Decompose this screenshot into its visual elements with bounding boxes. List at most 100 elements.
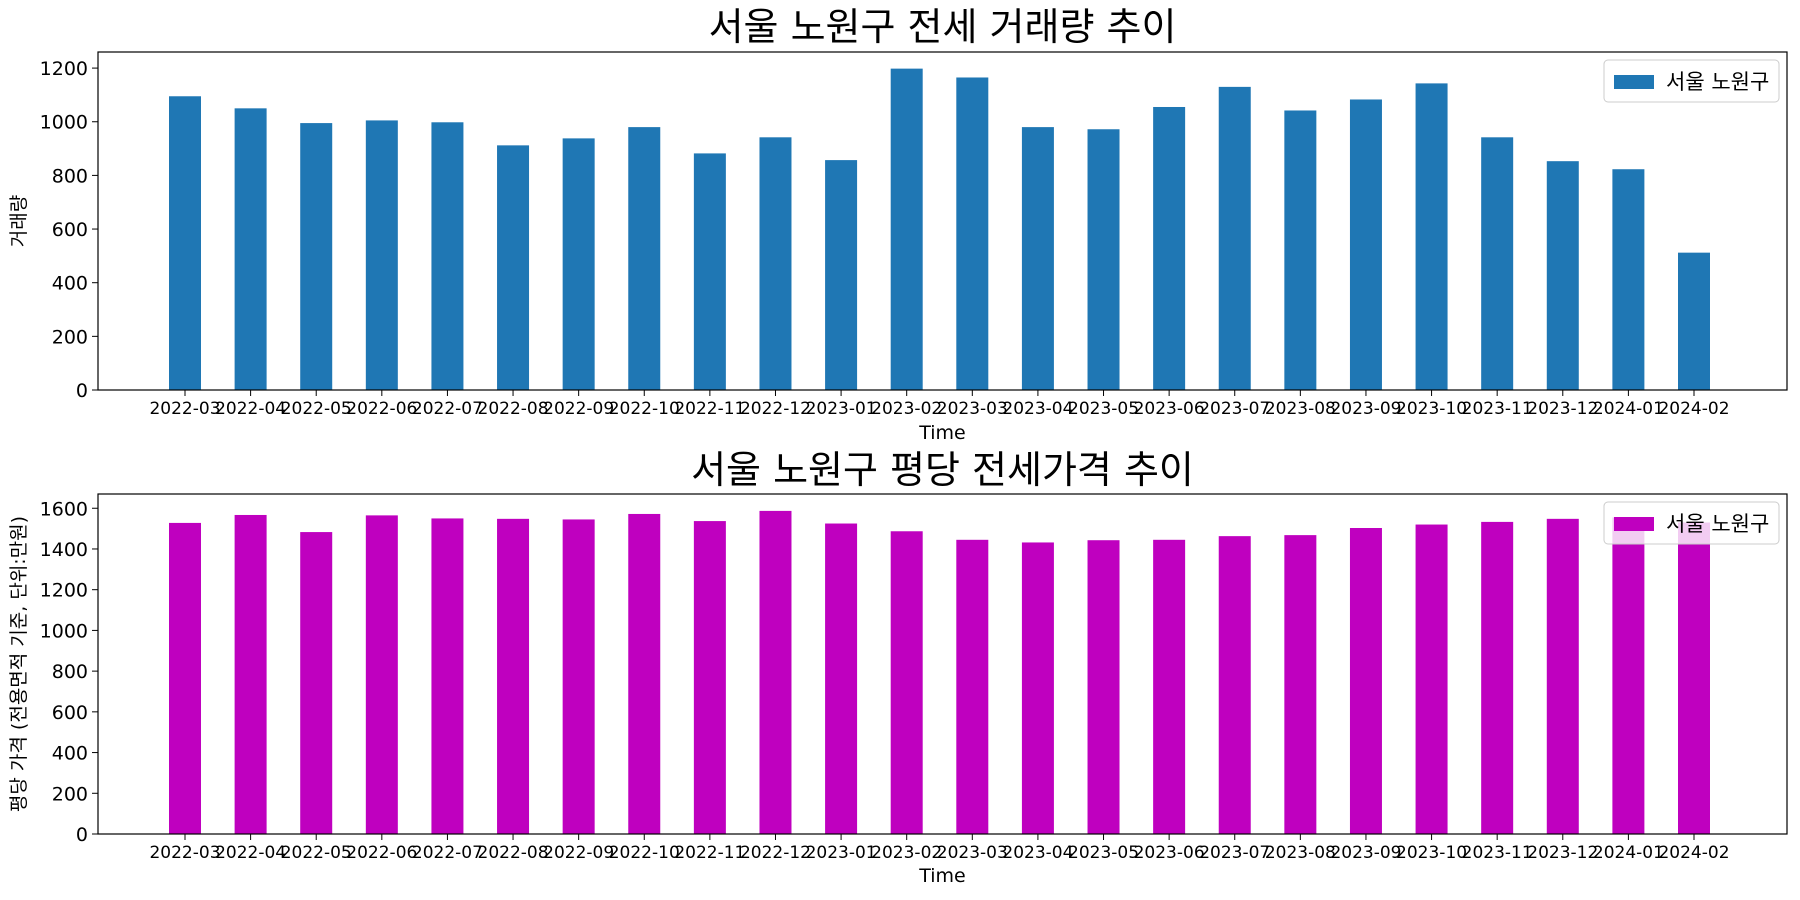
- y-tick-label: 200: [52, 783, 88, 805]
- y-tick-label: 400: [52, 743, 88, 765]
- y-axis-label: 거래량: [8, 195, 30, 247]
- x-tick-label: 2022-08: [478, 843, 549, 863]
- bar: [759, 510, 792, 834]
- plot-frame: [97, 493, 1788, 835]
- x-tick-label: 2022-06: [346, 843, 417, 863]
- bar: [1153, 539, 1186, 834]
- legend: 서울 노원구: [1603, 501, 1780, 545]
- y-tick-label: 600: [52, 702, 88, 724]
- y-tick-label: 600: [52, 219, 88, 241]
- x-tick-label: 2023-06: [1134, 399, 1205, 419]
- x-tick-label: 2023-08: [1265, 843, 1336, 863]
- bar: [431, 122, 464, 391]
- y-tick-label: 1600: [40, 498, 88, 520]
- x-tick-label: 2023-05: [1068, 399, 1139, 419]
- bar: [497, 518, 530, 834]
- x-tick-label: 2023-01: [806, 399, 877, 419]
- chart-title: 서울 노원구 평당 전세가격 추이: [691, 448, 1194, 492]
- bar: [300, 532, 333, 834]
- x-tick-label: 2023-06: [1134, 843, 1205, 863]
- bar: [497, 145, 530, 390]
- bar: [169, 96, 201, 390]
- y-tick-label: 0: [76, 824, 88, 846]
- x-tick-label: 2023-09: [1330, 399, 1401, 419]
- x-tick-label: 2023-02: [871, 843, 942, 863]
- bar: [1481, 137, 1514, 390]
- x-tick-label: 2023-03: [937, 399, 1008, 419]
- bar: [562, 519, 595, 834]
- bar: [693, 521, 726, 834]
- bar: [234, 514, 267, 834]
- x-tick-label: 2022-04: [215, 399, 286, 419]
- x-tick-label: 2022-07: [412, 843, 483, 863]
- x-tick-label: 2023-05: [1068, 843, 1139, 863]
- bar: [1349, 528, 1382, 834]
- x-tick-label: 2024-02: [1658, 399, 1729, 419]
- bar: [1415, 83, 1448, 390]
- x-tick-label: 2022-05: [281, 399, 352, 419]
- bar: [1021, 127, 1054, 390]
- x-axis-label: Time: [918, 865, 966, 887]
- x-tick-label: 2022-06: [346, 399, 417, 419]
- legend-swatch: [1614, 517, 1654, 531]
- y-tick-label: 1000: [40, 112, 88, 134]
- x-tick-label: 2022-11: [674, 843, 745, 863]
- x-tick-label: 2022-12: [740, 843, 811, 863]
- y-tick-label: 400: [52, 273, 88, 295]
- x-tick-label: 2024-01: [1593, 399, 1664, 419]
- x-tick-label: 2022-07: [412, 399, 483, 419]
- bar: [825, 160, 858, 390]
- y-tick-label: 200: [52, 326, 88, 348]
- bar: [1087, 540, 1120, 834]
- bar: [300, 123, 333, 390]
- bar: [1678, 252, 1710, 390]
- y-tick-label: 1200: [40, 58, 88, 80]
- chart-1: 서울 노원구 전세 거래량 추이2022-032022-042022-05202…: [8, 5, 1788, 444]
- y-tick-label: 800: [52, 165, 88, 187]
- bar: [1546, 518, 1579, 834]
- y-axis-label: 평당 가격 (전용면적 기준, 단위:만원): [8, 516, 30, 812]
- bar: [890, 531, 923, 834]
- bar: [890, 68, 923, 390]
- x-tick-label: 2023-03: [937, 843, 1008, 863]
- x-axis-label: Time: [918, 422, 966, 444]
- x-tick-label: 2022-11: [674, 399, 745, 419]
- y-tick-label: 1200: [40, 580, 88, 602]
- x-tick-label: 2022-10: [609, 843, 680, 863]
- x-tick-label: 2023-04: [1002, 843, 1073, 863]
- bar: [431, 518, 464, 834]
- bar: [825, 523, 858, 834]
- legend-label: 서울 노원구: [1666, 512, 1769, 536]
- legend: 서울 노원구: [1603, 59, 1780, 103]
- bar: [1415, 524, 1448, 834]
- x-tick-label: 2023-04: [1002, 399, 1073, 419]
- x-tick-label: 2022-09: [543, 399, 614, 419]
- y-tick-label: 0: [76, 380, 88, 402]
- bar: [1021, 542, 1054, 834]
- bar: [628, 513, 661, 834]
- legend-box: [1603, 59, 1780, 103]
- bar: [956, 539, 989, 834]
- bar: [562, 138, 595, 390]
- x-tick-label: 2024-01: [1593, 843, 1664, 863]
- bar: [1612, 169, 1645, 390]
- bar: [759, 137, 792, 390]
- chart-2: 서울 노원구 평당 전세가격 추이2022-032022-042022-0520…: [8, 448, 1788, 887]
- bar: [365, 515, 398, 834]
- bar: [1284, 535, 1317, 834]
- chart-title: 서울 노원구 전세 거래량 추이: [709, 5, 1177, 49]
- x-tick-label: 2023-09: [1330, 843, 1401, 863]
- bar: [628, 127, 661, 390]
- bar: [1481, 521, 1514, 834]
- bar: [365, 120, 398, 391]
- x-tick-label: 2023-08: [1265, 399, 1336, 419]
- x-tick-label: 2022-05: [281, 843, 352, 863]
- x-tick-label: 2023-07: [1199, 843, 1270, 863]
- x-tick-label: 2022-12: [740, 399, 811, 419]
- x-tick-label: 2023-07: [1199, 399, 1270, 419]
- bar: [1284, 110, 1317, 390]
- y-tick-label: 1000: [40, 620, 88, 642]
- legend-label: 서울 노원구: [1666, 70, 1769, 94]
- legend-box: [1603, 501, 1780, 545]
